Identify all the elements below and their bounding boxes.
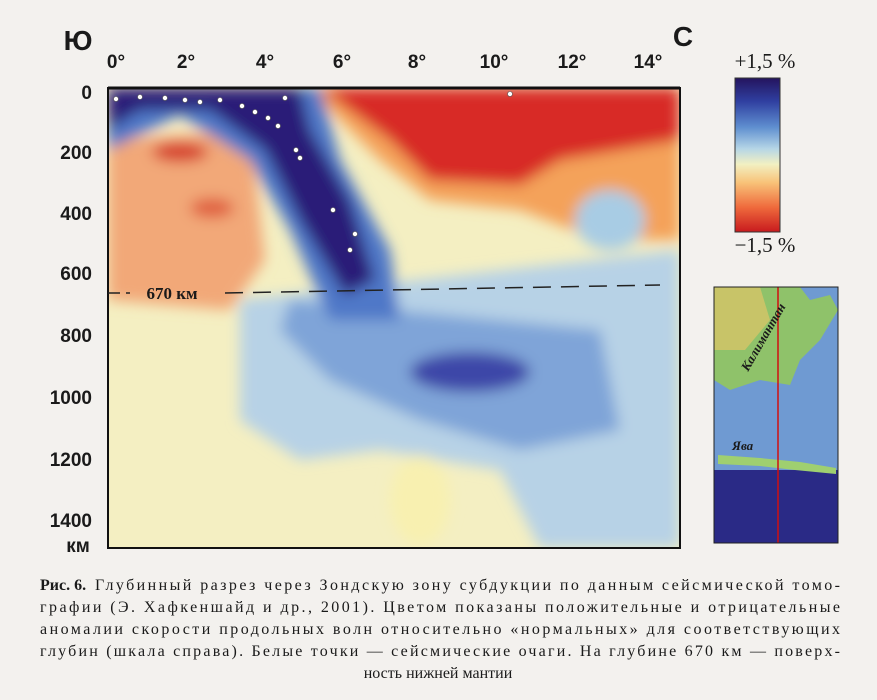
x-tick-label: 10°: [480, 52, 509, 73]
x-tick-label: 8°: [408, 52, 426, 73]
caption-line: глубин (шкала справа). Белые точки — сей…: [40, 643, 840, 660]
caption-line: аномалии скорости продольных волн относи…: [40, 621, 840, 638]
y-ticks: 0 200 400 600 800 1000 1200 1400: [50, 83, 92, 532]
y-tick-label: 1200: [50, 450, 92, 471]
inset-map: Калимантан Ява: [713, 286, 839, 544]
y-unit: км: [66, 536, 90, 557]
x-tick-label: 0°: [107, 52, 125, 73]
y-tick-label: 1400: [50, 511, 92, 532]
caption-line: графии (Э. Хафкеншайд и др., 2001). Цвет…: [40, 599, 840, 616]
y-tick-label: 0: [81, 83, 92, 104]
south-label: Ю: [64, 25, 93, 56]
caption-label: Рис. 6.: [40, 577, 86, 594]
north-label: С: [673, 21, 693, 52]
y-tick-label: 200: [60, 143, 92, 164]
y-tick-label: 1000: [50, 388, 92, 409]
y-tick-label: 800: [60, 326, 92, 347]
caption: Рис. 6. Глубинный разрез через Зондскую з…: [40, 577, 840, 682]
map-label: Ява: [731, 438, 754, 453]
colorbar: [734, 77, 781, 233]
x-tick-label: 2°: [177, 52, 195, 73]
x-ticks: 0° 2° 4° 6° 8° 10° 12° 14°: [107, 52, 662, 73]
x-tick-label: 12°: [558, 52, 587, 73]
y-tick-label: 400: [60, 204, 92, 225]
tomography-image: [108, 88, 680, 548]
x-tick-label: 14°: [634, 52, 663, 73]
x-tick-label: 4°: [256, 52, 274, 73]
caption-line: Глубинный разрез через Зондскую зону суб…: [95, 577, 840, 594]
caption-line: ность нижней мантии: [364, 665, 513, 682]
colorbar-top-label: +1,5 %: [735, 49, 796, 73]
boundary-label: 670 км: [146, 284, 198, 303]
colorbar-bottom-label: −1,5 %: [735, 233, 796, 257]
y-tick-label: 600: [60, 264, 92, 285]
x-tick-label: 6°: [333, 52, 351, 73]
boundary-line: [224, 284, 661, 294]
